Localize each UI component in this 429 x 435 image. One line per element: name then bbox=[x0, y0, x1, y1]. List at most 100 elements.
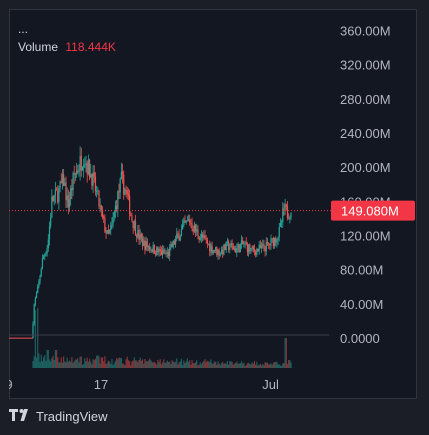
candle-body bbox=[127, 194, 130, 196]
candlestick-chart[interactable]: 360.00M320.00M280.00M240.00M200.00M160.0… bbox=[9, 9, 417, 399]
volume-bar bbox=[129, 361, 131, 368]
volume-bar bbox=[52, 355, 54, 368]
candle-body bbox=[64, 182, 66, 186]
volume-bar bbox=[216, 364, 218, 368]
volume-bar bbox=[86, 357, 88, 368]
candle-body bbox=[171, 244, 173, 248]
volume-bar bbox=[230, 361, 232, 368]
volume-bar bbox=[268, 364, 270, 368]
volume-bar bbox=[132, 360, 134, 368]
candle-body bbox=[94, 176, 97, 192]
volume-bar bbox=[136, 360, 138, 368]
candle-body bbox=[284, 204, 286, 210]
volume-bar bbox=[222, 361, 224, 368]
volume-bar bbox=[197, 365, 199, 368]
candle-body bbox=[158, 249, 160, 253]
candle-body bbox=[235, 248, 237, 253]
candle-body bbox=[286, 206, 289, 219]
volume-bar bbox=[57, 357, 59, 368]
candle-body bbox=[44, 254, 46, 257]
volume-bar bbox=[263, 365, 265, 368]
volume-bar bbox=[269, 364, 271, 368]
candle-body bbox=[51, 196, 53, 218]
candle-body bbox=[213, 250, 216, 251]
volume-bar bbox=[236, 361, 238, 368]
candle-body bbox=[103, 216, 105, 219]
candle-body bbox=[151, 249, 153, 253]
candle-body bbox=[264, 248, 266, 252]
volume-bar bbox=[265, 362, 267, 368]
volume-bar bbox=[74, 359, 77, 368]
volume-bar bbox=[92, 359, 94, 368]
volume-bar bbox=[185, 361, 187, 368]
volume-bar bbox=[139, 357, 141, 368]
candle-body bbox=[285, 204, 287, 207]
legend-ellipsis[interactable]: ... bbox=[18, 22, 29, 36]
volume-bar bbox=[182, 365, 184, 368]
volume-bar bbox=[103, 361, 105, 368]
candle-body bbox=[223, 244, 225, 255]
x-tick-label: Jul bbox=[262, 377, 279, 392]
volume-bar bbox=[110, 363, 112, 368]
candle-body bbox=[136, 234, 138, 238]
chart-legend: ... Volume 118.444K bbox=[18, 20, 116, 56]
tradingview-logo-icon[interactable] bbox=[9, 408, 31, 424]
volume-bar bbox=[244, 365, 246, 368]
candle-body bbox=[260, 245, 263, 248]
volume-bar bbox=[211, 363, 213, 368]
candle-body bbox=[166, 252, 168, 254]
volume-bar bbox=[250, 364, 252, 368]
volume-bar bbox=[232, 364, 234, 368]
volume-bar bbox=[34, 310, 36, 368]
candle-body bbox=[253, 249, 256, 252]
volume-bar bbox=[233, 363, 236, 368]
volume-bar bbox=[289, 360, 291, 368]
candle-body bbox=[215, 246, 217, 251]
candle-body bbox=[282, 208, 284, 223]
volume-bar bbox=[87, 361, 89, 368]
volume-bar bbox=[198, 364, 200, 368]
candle-body bbox=[192, 228, 194, 232]
candle-body bbox=[237, 244, 239, 248]
volume-bar bbox=[199, 362, 201, 368]
volume-bar bbox=[242, 363, 244, 368]
candle-body bbox=[77, 170, 79, 173]
candle-body bbox=[268, 243, 270, 245]
volume-bar bbox=[258, 364, 260, 368]
candle-body bbox=[68, 199, 71, 208]
volume-bar bbox=[123, 363, 125, 368]
candle-body bbox=[57, 190, 59, 203]
candle-body bbox=[53, 195, 55, 202]
volume-bar bbox=[164, 362, 166, 368]
candle-body bbox=[90, 173, 92, 178]
candle-body bbox=[96, 191, 98, 192]
candle-body bbox=[113, 212, 115, 218]
candle-body bbox=[59, 181, 61, 188]
volume-bar bbox=[88, 358, 91, 368]
y-tick-label: 320.00M bbox=[340, 58, 391, 73]
candle-body bbox=[111, 223, 113, 226]
candle-body bbox=[230, 243, 232, 248]
volume-bar bbox=[255, 364, 257, 368]
candle-body bbox=[200, 234, 203, 238]
candle-body bbox=[45, 253, 47, 255]
volume-bar bbox=[39, 362, 41, 368]
volume-bar bbox=[153, 361, 155, 368]
candle-body bbox=[174, 238, 177, 245]
candle-body bbox=[189, 219, 191, 223]
y-tick-label: 120.00M bbox=[340, 229, 391, 244]
candle-body bbox=[99, 205, 101, 207]
candle-body bbox=[193, 224, 196, 232]
candle-body bbox=[170, 244, 172, 248]
candle-body bbox=[134, 221, 137, 235]
volume-bar bbox=[167, 362, 170, 368]
candle-body bbox=[191, 223, 193, 229]
candle-body bbox=[176, 233, 178, 239]
volume-bar bbox=[158, 362, 160, 368]
volume-bar bbox=[84, 358, 86, 368]
candle-body bbox=[108, 230, 111, 234]
volume-bar bbox=[59, 362, 61, 368]
volume-bar bbox=[66, 357, 68, 368]
brand-name[interactable]: TradingView bbox=[36, 408, 108, 424]
volume-bar bbox=[90, 361, 92, 368]
